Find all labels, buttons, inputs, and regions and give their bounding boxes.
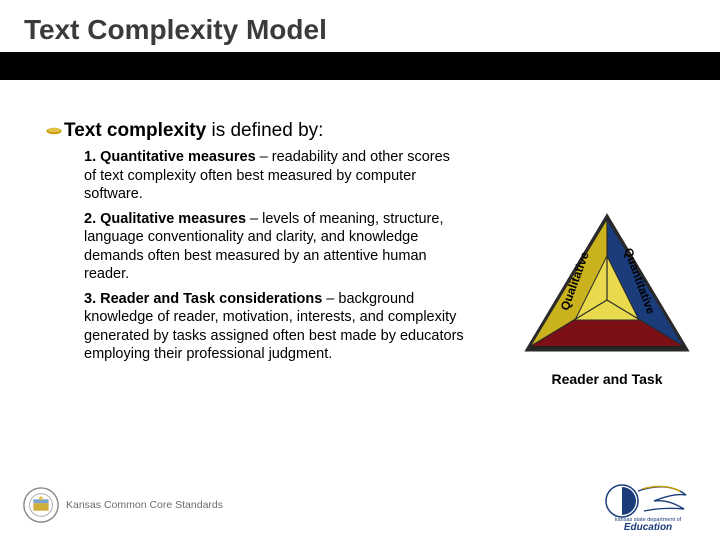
page-title: Text Complexity Model xyxy=(24,14,720,46)
triangle-diagram: Qualitative Quantitative Reader and Task xyxy=(512,210,702,387)
item-number: 1. xyxy=(84,149,96,165)
footer-left: Kansas Common Core Standards xyxy=(22,486,223,524)
slide: Text Complexity Model Text complexity is… xyxy=(0,0,720,540)
list-item: 3. Reader and Task considerations – back… xyxy=(46,290,466,364)
item-number: 3. xyxy=(84,291,96,307)
item-title: Reader and Task considerations xyxy=(100,291,322,307)
accent-band xyxy=(0,52,720,80)
item-title: Qualitative measures xyxy=(100,211,246,227)
footer-left-text: Kansas Common Core Standards xyxy=(66,499,223,511)
triangle-caption: Reader and Task xyxy=(512,371,702,387)
item-title: Quantitative measures xyxy=(100,149,256,165)
list-item: 1. Quantitative measures – readability a… xyxy=(46,148,466,204)
footer: Kansas Common Core Standards kansas stat… xyxy=(22,480,698,530)
item-number: 2. xyxy=(84,211,96,227)
list-item: 2. Qualitative measures – levels of mean… xyxy=(46,210,466,284)
triangle-svg xyxy=(517,210,697,360)
dept-main-text: Education xyxy=(624,522,672,531)
ksde-logo-icon: kansas state department of Education xyxy=(598,479,698,531)
bullet-icon xyxy=(46,120,64,142)
lead-line: Text complexity is defined by: xyxy=(46,120,686,142)
lead-rest: is defined by: xyxy=(206,120,323,141)
title-bar: Text Complexity Model xyxy=(0,0,720,52)
lead-bold: Text complexity xyxy=(64,120,206,141)
kansas-seal-icon xyxy=(22,486,60,524)
